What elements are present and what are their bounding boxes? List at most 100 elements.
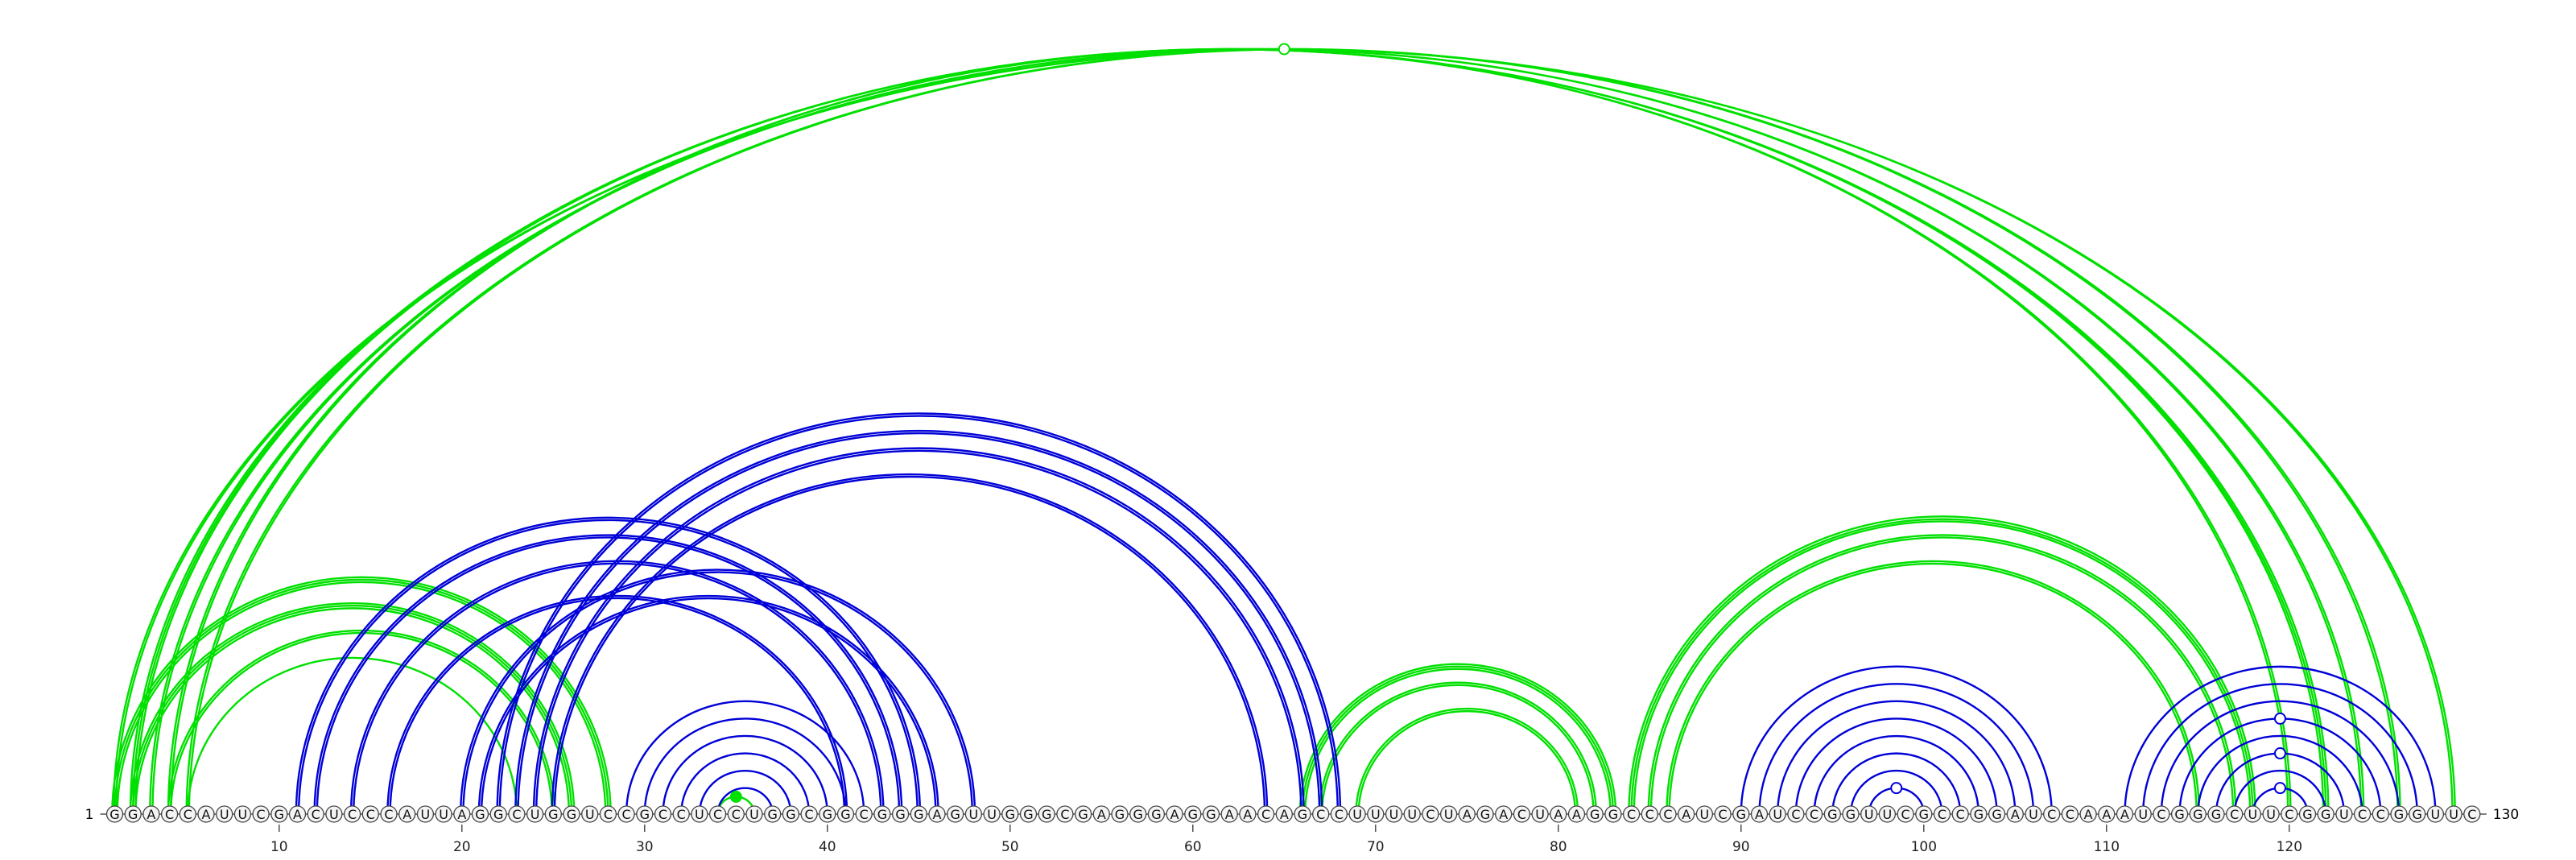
nucleotide-99-label: C <box>1901 807 1910 822</box>
nucleotide-122-circle <box>2317 805 2334 823</box>
nucleotide-65-circle <box>1275 805 1293 823</box>
nucleotide-91-circle <box>1750 805 1769 823</box>
nucleotide-57-circle <box>1129 805 1147 823</box>
nucleotide-95-label: G <box>1827 807 1837 822</box>
nucleotide-15-label: C <box>366 807 375 822</box>
nucleotide-123-label: U <box>2339 807 2349 822</box>
arc-blue-30-41 <box>643 717 847 815</box>
arc-marker-114-125 <box>2273 712 2286 725</box>
nucleotide-68-circle <box>1330 805 1348 823</box>
arc-marker-34-36 <box>729 790 742 803</box>
nucleotide-29-label: C <box>622 807 631 822</box>
nucleotide-93-circle <box>1787 805 1805 823</box>
nucleotide-27-label: U <box>585 807 595 822</box>
arc-green-84-118 <box>1633 520 2252 815</box>
nucleotide-54-circle <box>1074 805 1092 823</box>
arc-marker-116-123 <box>2273 747 2286 760</box>
nucleotide-40-label: G <box>823 807 832 822</box>
nucleotide-114-label: G <box>2174 807 2184 822</box>
nucleotide-23-label: C <box>512 807 521 822</box>
nucleotide-46-circle <box>928 805 946 823</box>
nucleotide-117-circle <box>2226 805 2244 823</box>
arc-blue-95-102 <box>1831 752 1962 815</box>
nucleotide-60-label: G <box>1188 807 1198 822</box>
nucleotide-10-label: G <box>275 807 284 822</box>
axis-tick-label-10: 10 <box>270 839 288 855</box>
nucleotide-89-circle <box>1714 805 1732 823</box>
nucleotide-35-circle <box>727 805 745 823</box>
nucleotide-63-label: A <box>1243 807 1252 822</box>
nucleotide-117-label: C <box>2230 807 2239 822</box>
nucleotide-49-label: U <box>987 807 997 822</box>
nucleotide-130-label: C <box>2467 807 2476 822</box>
nucleotide-19-label: U <box>439 807 448 822</box>
arc-markers-layer <box>729 43 2286 803</box>
nucleotide-116-circle <box>2207 805 2225 823</box>
nucleotide-44-circle <box>891 805 910 823</box>
nucleotide-41-label: G <box>840 807 850 822</box>
nucleotide-74-label: U <box>1444 807 1454 822</box>
nucleotide-3-label: A <box>147 807 155 822</box>
nucleotide-120-circle <box>2281 805 2298 823</box>
arc-green-5-126 <box>185 48 2401 815</box>
nucleotide-48-circle <box>964 805 983 823</box>
nucleotide-107-label: C <box>2047 807 2056 822</box>
nucleotide-92-circle <box>1769 805 1786 823</box>
nucleotide-2-label: G <box>128 807 138 822</box>
nucleotide-28-label: C <box>604 807 613 822</box>
arc-green-5-126 <box>188 48 2399 815</box>
nucleotide-87-label: A <box>1682 807 1690 822</box>
nucleotide-97-label: U <box>1864 807 1874 822</box>
nucleotide-63-circle <box>1239 805 1257 823</box>
nucleotide-46-label: A <box>933 807 942 822</box>
nucleotide-115-label: G <box>2193 807 2202 822</box>
nucleotide-89-label: C <box>1719 807 1728 822</box>
axis-tick-label-60: 60 <box>1184 839 1202 855</box>
arc-green-3-124 <box>149 48 2365 815</box>
nucleotide-79-label: U <box>1535 807 1545 822</box>
arc-blue-111-128 <box>2124 665 2437 815</box>
nucleotide-24-label: U <box>530 807 540 822</box>
nucleotide-123-circle <box>2335 805 2353 823</box>
arc-green-1-28 <box>114 578 609 815</box>
nucleotide-92-label: U <box>1773 807 1782 822</box>
nucleotide-67-label: C <box>1316 807 1325 822</box>
arc-blue-112-127 <box>2142 683 2418 815</box>
axis-tick-label-80: 80 <box>1550 839 1567 855</box>
arc-green-3-124 <box>151 48 2363 815</box>
nucleotide-80-label: A <box>1554 807 1563 822</box>
nucleotide-7-label: U <box>220 807 229 822</box>
nucleotide-13-label: U <box>329 807 339 822</box>
nucleotide-45-label: G <box>914 807 923 822</box>
nucleotide-64-label: C <box>1261 807 1270 822</box>
arc-green-4-25 <box>167 629 556 815</box>
nucleotide-86-circle <box>1659 805 1677 823</box>
nucleotide-8-label: U <box>238 807 248 822</box>
nucleotide-75-circle <box>1458 805 1476 823</box>
nucleotide-33-label: U <box>695 807 704 822</box>
nucleotide-107-circle <box>2043 805 2061 823</box>
nucleotide-130-circle <box>2463 805 2481 823</box>
arc-blue-20-48 <box>460 569 976 815</box>
nucleotide-17-circle <box>398 805 416 823</box>
nucleotide-66-circle <box>1294 805 1311 823</box>
nucleotide-5-circle <box>179 805 196 823</box>
nucleotide-77-label: A <box>1499 807 1508 822</box>
nucleotide-67-circle <box>1312 805 1330 823</box>
nucleotide-100-label: G <box>1919 807 1929 822</box>
nucleotide-35-label: C <box>732 807 741 822</box>
arc-green-69-81 <box>1357 709 1577 815</box>
arc-blue-96-101 <box>1849 769 1943 815</box>
arc-blue-114-125 <box>2178 717 2382 815</box>
nucleotide-75-label: A <box>1463 807 1472 822</box>
nucleotide-98-label: U <box>1883 807 1893 822</box>
arc-blue-11-45 <box>295 516 922 815</box>
nucleotide-73-circle <box>1422 805 1439 823</box>
axis-tick-label-30: 30 <box>636 839 654 855</box>
nucleotide-19-circle <box>435 805 452 823</box>
nucleotide-111-circle <box>2116 805 2134 823</box>
nucleotide-83-circle <box>1604 805 1622 823</box>
nucleotide-50-label: G <box>1005 807 1015 822</box>
nucleotide-72-circle <box>1403 805 1421 823</box>
